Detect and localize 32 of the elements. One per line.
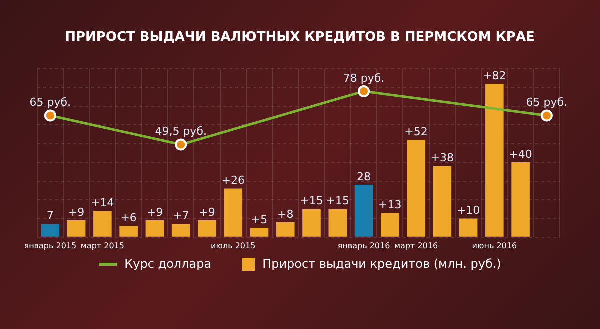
data-label: 78 руб. bbox=[343, 72, 385, 85]
data-label: +82 bbox=[483, 69, 506, 82]
data-label: +26 bbox=[222, 174, 245, 188]
data-label: +9 bbox=[199, 206, 216, 219]
legend-label: Курс доллара bbox=[124, 257, 212, 271]
data-label: +15 bbox=[326, 194, 350, 208]
data-label: 49,5 руб. bbox=[155, 125, 207, 138]
data-label: +13 bbox=[378, 198, 402, 212]
data-label: +7 bbox=[172, 210, 190, 223]
x-tick-label: июнь 2016 bbox=[472, 241, 518, 250]
data-label: +52 bbox=[404, 125, 428, 138]
chart-title: ПРИРОСТ ВЫДАЧИ ВАЛЮТНЫХ КРЕДИТОВ В ПЕРМСКОМ КРАЕ bbox=[64, 30, 536, 45]
data-label: +9 bbox=[146, 206, 164, 219]
data-label: 65 руб. bbox=[30, 96, 72, 110]
x-tick-label: январь 2016 bbox=[338, 241, 390, 250]
data-label: 28 bbox=[357, 170, 372, 184]
data-label: +8 bbox=[278, 208, 294, 221]
data-label: +40 bbox=[509, 148, 532, 161]
data-label: +6 bbox=[120, 212, 137, 225]
x-tick-label: март 2016 bbox=[394, 241, 438, 250]
x-tick-label: январь 2015 bbox=[24, 241, 77, 250]
data-label: 7 bbox=[46, 210, 54, 223]
x-tick-label: март 2015 bbox=[80, 241, 124, 250]
data-label: +9 bbox=[68, 206, 85, 219]
data-label: 65 руб. bbox=[526, 96, 568, 110]
data-label: +14 bbox=[91, 196, 114, 210]
data-label: +15 bbox=[300, 194, 324, 208]
data-label: +5 bbox=[251, 213, 268, 226]
legend-label: Прирост выдачи кредитов (млн. руб.) bbox=[262, 257, 502, 271]
x-tick-label: июль 2015 bbox=[211, 241, 256, 250]
data-label: +38 bbox=[430, 152, 454, 165]
data-label: +10 bbox=[456, 204, 480, 218]
